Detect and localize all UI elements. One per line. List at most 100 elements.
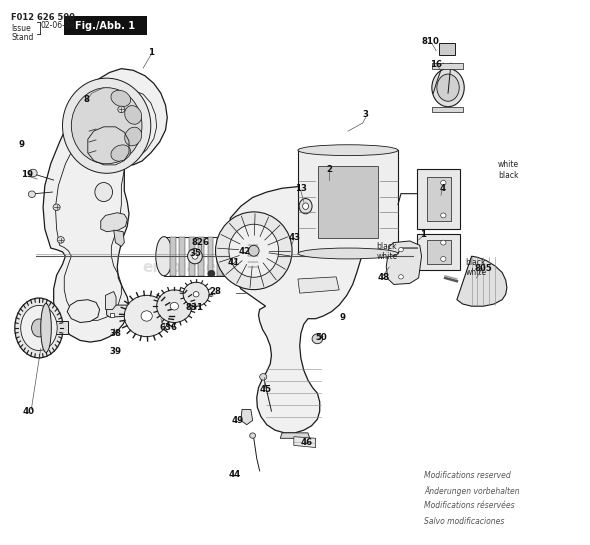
Text: 48: 48 [377,274,389,282]
Text: black: black [498,171,519,180]
Polygon shape [107,305,135,317]
Text: black: black [466,258,486,267]
Text: 28: 28 [209,287,221,296]
Ellipse shape [208,270,215,277]
Ellipse shape [124,295,169,337]
Polygon shape [229,186,363,433]
Polygon shape [457,256,507,306]
Ellipse shape [188,249,202,264]
Polygon shape [298,150,398,253]
Text: 50: 50 [316,333,327,342]
Ellipse shape [29,169,37,177]
Polygon shape [170,237,176,276]
Text: 19: 19 [21,170,33,179]
Polygon shape [101,213,127,232]
Text: 2: 2 [326,165,332,174]
Ellipse shape [437,74,459,101]
Text: 9: 9 [18,140,24,149]
Ellipse shape [124,127,142,146]
Polygon shape [43,69,168,342]
Ellipse shape [235,237,252,276]
Text: 810: 810 [421,37,440,46]
Ellipse shape [192,253,198,259]
Polygon shape [318,166,378,238]
Text: Salvo modificaciones: Salvo modificaciones [424,517,505,525]
Polygon shape [386,241,421,284]
Text: Fig./Abb. 1: Fig./Abb. 1 [76,21,136,31]
Text: 40: 40 [23,407,35,416]
Polygon shape [236,237,242,276]
Text: 46: 46 [301,438,313,446]
Polygon shape [427,177,451,221]
Ellipse shape [247,245,259,267]
Text: black: black [376,242,396,251]
Ellipse shape [63,78,151,173]
Ellipse shape [15,298,63,358]
Text: 8: 8 [83,95,89,104]
Ellipse shape [441,213,446,218]
Text: 16: 16 [430,60,442,69]
Ellipse shape [111,90,130,107]
Text: Stand: Stand [11,33,34,43]
Ellipse shape [303,203,309,209]
Ellipse shape [441,257,446,262]
Polygon shape [280,433,310,438]
Ellipse shape [124,106,142,124]
Ellipse shape [432,69,464,107]
Text: 9: 9 [339,313,345,322]
Text: white: white [466,268,487,277]
Text: 1: 1 [420,230,427,239]
Ellipse shape [299,198,312,214]
Text: 3: 3 [363,110,369,119]
Polygon shape [217,237,223,276]
Ellipse shape [32,319,46,337]
Ellipse shape [118,106,125,113]
Ellipse shape [298,145,398,156]
Ellipse shape [215,212,292,289]
Text: 41: 41 [227,258,240,267]
Polygon shape [418,234,460,270]
Polygon shape [67,300,100,323]
Polygon shape [431,107,463,112]
Polygon shape [51,322,68,335]
Ellipse shape [399,275,404,279]
Text: 44: 44 [229,470,241,479]
Polygon shape [241,409,253,425]
Ellipse shape [441,240,446,245]
Text: Modifications réservées: Modifications réservées [424,501,515,510]
Ellipse shape [95,183,113,202]
Polygon shape [114,230,124,246]
Text: Modifications reserved: Modifications reserved [424,471,512,480]
Ellipse shape [53,204,60,210]
Text: 45: 45 [260,385,271,394]
Ellipse shape [141,311,152,321]
Text: ereplacementparts.com: ereplacementparts.com [143,259,348,275]
Text: Issue: Issue [11,23,31,33]
Ellipse shape [193,292,199,297]
Text: 42: 42 [239,247,251,256]
Polygon shape [427,240,451,264]
Text: 02-06-08: 02-06-08 [41,21,75,30]
Ellipse shape [248,245,259,256]
Polygon shape [294,437,316,447]
Text: 4: 4 [439,184,445,193]
Polygon shape [198,237,204,276]
Text: Änderungen vorbehalten: Änderungen vorbehalten [424,486,520,496]
Ellipse shape [229,224,278,277]
Polygon shape [439,43,455,55]
Ellipse shape [183,282,209,306]
Polygon shape [179,237,185,276]
Ellipse shape [41,304,51,353]
Ellipse shape [57,237,64,243]
Polygon shape [418,169,460,229]
Text: 39: 39 [110,347,122,356]
Polygon shape [106,292,116,310]
Ellipse shape [312,334,323,344]
Text: 831: 831 [186,304,204,312]
Text: white: white [376,252,397,261]
Text: 826: 826 [192,238,210,247]
Text: 636: 636 [159,323,178,332]
Text: white: white [498,160,519,169]
Ellipse shape [260,374,267,380]
Ellipse shape [170,302,178,310]
